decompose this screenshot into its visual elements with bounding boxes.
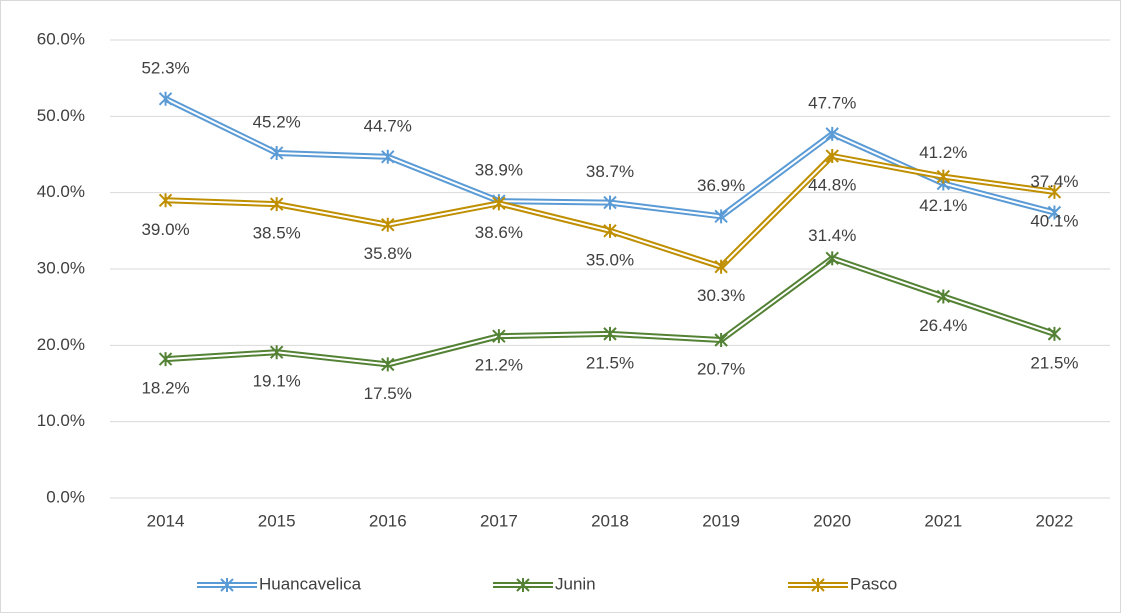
y-tick-label: 0.0% xyxy=(46,487,85,506)
legend-label: Junin xyxy=(555,574,596,593)
data-label: 36.9% xyxy=(697,176,745,195)
data-label: 21.5% xyxy=(1030,353,1078,372)
marker xyxy=(811,578,825,592)
marker xyxy=(381,217,395,232)
marker xyxy=(825,149,839,164)
x-tick-label: 2021 xyxy=(924,511,962,530)
data-label: 45.2% xyxy=(253,112,301,131)
marker xyxy=(158,91,173,106)
marker xyxy=(603,326,617,341)
data-label: 38.5% xyxy=(253,224,301,243)
marker xyxy=(1047,326,1062,341)
data-label: 39.0% xyxy=(141,220,189,239)
data-label: 18.2% xyxy=(141,379,189,398)
data-label: 21.2% xyxy=(475,356,523,375)
x-tick-label: 2014 xyxy=(147,511,185,530)
data-label: 17.5% xyxy=(364,384,412,403)
marker xyxy=(220,578,234,592)
y-tick-label: 50.0% xyxy=(37,106,85,125)
data-label: 20.7% xyxy=(697,359,745,378)
x-tick-label: 2020 xyxy=(813,511,851,530)
x-tick-label: 2019 xyxy=(702,511,740,530)
legend-label: Huancavelica xyxy=(259,574,362,593)
data-label: 35.8% xyxy=(364,244,412,263)
marker xyxy=(825,126,839,141)
data-label: 44.8% xyxy=(808,176,856,195)
y-tick-label: 20.0% xyxy=(37,335,85,354)
x-tick-label: 2022 xyxy=(1036,511,1074,530)
data-label: 38.6% xyxy=(475,223,523,242)
data-label: 26.4% xyxy=(919,316,967,335)
marker xyxy=(825,251,839,266)
data-label: 38.7% xyxy=(586,162,634,181)
data-label: 52.3% xyxy=(141,58,189,77)
marker xyxy=(1047,205,1062,220)
data-label: 31.4% xyxy=(808,226,856,245)
data-label: 41.2% xyxy=(919,143,967,162)
data-label: 30.3% xyxy=(697,286,745,305)
data-label: 44.7% xyxy=(364,116,412,135)
data-label: 38.9% xyxy=(475,161,523,180)
legend-label: Pasco xyxy=(850,574,897,593)
marker xyxy=(603,223,617,238)
marker xyxy=(936,289,951,304)
marker xyxy=(269,345,284,360)
marker xyxy=(269,197,284,212)
y-tick-label: 10.0% xyxy=(37,411,85,430)
marker xyxy=(1047,184,1062,199)
x-tick-label: 2017 xyxy=(480,511,518,530)
data-label: 37.4% xyxy=(1030,172,1078,191)
data-label: 42.1% xyxy=(919,196,967,215)
marker xyxy=(714,332,728,347)
x-tick-label: 2016 xyxy=(369,511,407,530)
marker xyxy=(158,352,173,367)
marker xyxy=(158,193,173,208)
y-tick-label: 60.0% xyxy=(37,29,85,48)
marker xyxy=(714,259,728,274)
marker xyxy=(714,209,728,224)
data-label: 19.1% xyxy=(253,372,301,391)
x-tick-label: 2015 xyxy=(258,511,296,530)
data-label: 47.7% xyxy=(808,93,856,112)
marker xyxy=(936,169,951,184)
y-tick-label: 40.0% xyxy=(37,182,85,201)
x-tick-label: 2018 xyxy=(591,511,629,530)
data-label: 35.0% xyxy=(586,250,634,269)
marker xyxy=(381,149,395,164)
marker xyxy=(269,145,284,160)
marker xyxy=(603,195,617,210)
marker xyxy=(381,357,395,372)
marker xyxy=(516,578,530,592)
marker xyxy=(492,196,506,211)
data-label: 40.1% xyxy=(1030,211,1078,230)
data-label: 21.5% xyxy=(586,353,634,372)
y-tick-label: 30.0% xyxy=(37,258,85,277)
marker xyxy=(492,329,506,344)
